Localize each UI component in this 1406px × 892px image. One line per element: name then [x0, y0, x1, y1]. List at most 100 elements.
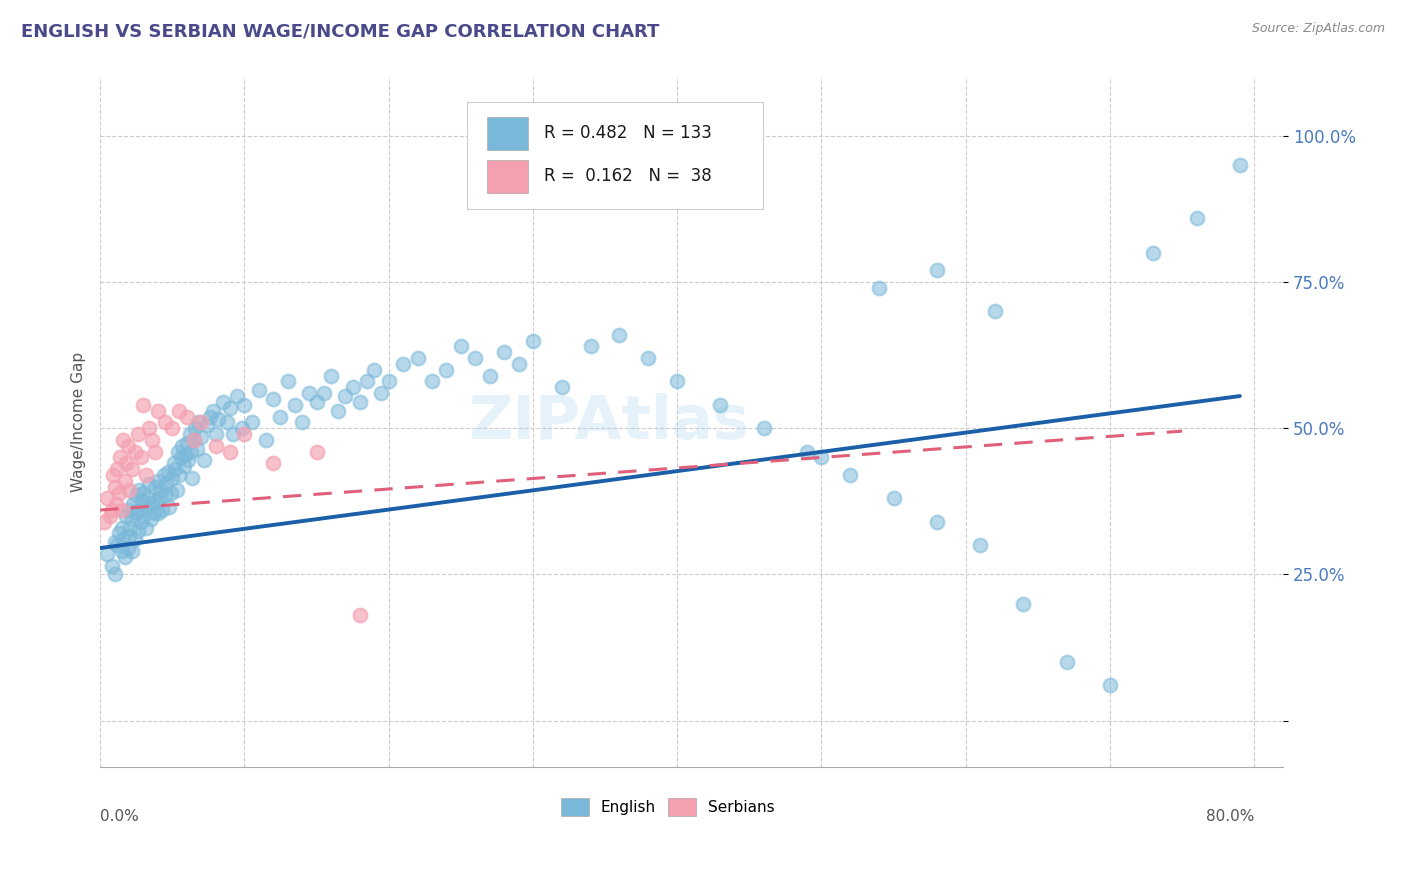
Point [152, 467, 174, 482]
Point [349, 395, 371, 409]
Point [370, 386, 392, 401]
Point [135, 467, 157, 482]
Point [139, 512, 162, 526]
Point [166, 483, 188, 497]
Point [132, 398, 155, 412]
Point [183, 433, 205, 447]
Point [135, 520, 157, 534]
Point [172, 439, 194, 453]
Point [145, 494, 167, 508]
Point [105, 497, 128, 511]
Point [143, 480, 166, 494]
Point [103, 567, 125, 582]
Point [127, 524, 149, 538]
Point [240, 415, 263, 429]
Text: Source: ZipAtlas.com: Source: ZipAtlas.com [1251, 22, 1385, 36]
Point [120, 520, 142, 534]
Point [163, 456, 186, 470]
Point [174, 448, 197, 462]
Point [363, 363, 385, 377]
FancyBboxPatch shape [486, 117, 529, 150]
Legend: English, Serbians: English, Serbians [555, 792, 780, 822]
Point [124, 533, 146, 547]
Point [157, 500, 180, 515]
Point [127, 427, 149, 442]
Point [176, 409, 198, 424]
Point [96, 547, 118, 561]
Point [217, 415, 239, 429]
Point [969, 538, 991, 552]
Point [186, 442, 208, 456]
Point [170, 450, 193, 465]
Point [128, 483, 150, 497]
Point [190, 430, 212, 444]
Point [464, 351, 486, 365]
Point [146, 403, 169, 417]
Point [983, 304, 1005, 318]
Point [198, 409, 221, 424]
Point [128, 503, 150, 517]
Point [207, 412, 229, 426]
Text: ENGLISH VS SERBIAN WAGE/INCOME GAP CORRELATION CHART: ENGLISH VS SERBIAN WAGE/INCOME GAP CORRE… [21, 22, 659, 40]
Point [312, 386, 335, 401]
Point [169, 403, 191, 417]
Point [796, 444, 818, 458]
Point [298, 386, 321, 401]
Point [100, 558, 122, 573]
Point [226, 389, 249, 403]
Point [450, 339, 472, 353]
Point [494, 345, 516, 359]
Point [204, 427, 226, 442]
Point [609, 327, 631, 342]
Point [108, 526, 131, 541]
Point [114, 549, 136, 564]
Point [211, 395, 233, 409]
Point [162, 471, 184, 485]
Point [132, 485, 155, 500]
Point [149, 483, 172, 497]
Point [201, 403, 224, 417]
Point [143, 444, 166, 458]
Point [115, 456, 138, 470]
Point [291, 415, 314, 429]
Point [110, 450, 132, 465]
Point [156, 465, 179, 479]
Point [277, 375, 299, 389]
Point [121, 462, 143, 476]
Point [1185, 211, 1208, 225]
Point [162, 421, 184, 435]
Point [153, 488, 176, 502]
Point [122, 497, 145, 511]
Point [169, 467, 191, 482]
Point [98, 508, 121, 523]
Point [121, 544, 143, 558]
Point [356, 375, 378, 389]
Point [111, 544, 134, 558]
Point [222, 427, 245, 442]
Point [115, 508, 138, 523]
Point [1012, 597, 1035, 611]
Point [117, 439, 139, 453]
Point [666, 375, 689, 389]
Point [107, 462, 129, 476]
Point [925, 263, 948, 277]
Point [146, 474, 169, 488]
Point [328, 403, 350, 417]
Point [204, 439, 226, 453]
Point [132, 508, 155, 523]
Point [100, 503, 122, 517]
Point [551, 380, 574, 394]
Point [176, 435, 198, 450]
Point [420, 375, 443, 389]
Text: 0.0%: 0.0% [100, 809, 139, 823]
Point [262, 392, 284, 406]
Point [146, 506, 169, 520]
Y-axis label: Wage/Income Gap: Wage/Income Gap [72, 352, 86, 492]
Point [392, 357, 415, 371]
Point [125, 488, 148, 502]
Point [107, 538, 129, 552]
FancyBboxPatch shape [486, 160, 529, 193]
Point [637, 351, 659, 365]
Text: R =  0.162   N =  38: R = 0.162 N = 38 [544, 167, 711, 185]
Point [111, 520, 134, 534]
